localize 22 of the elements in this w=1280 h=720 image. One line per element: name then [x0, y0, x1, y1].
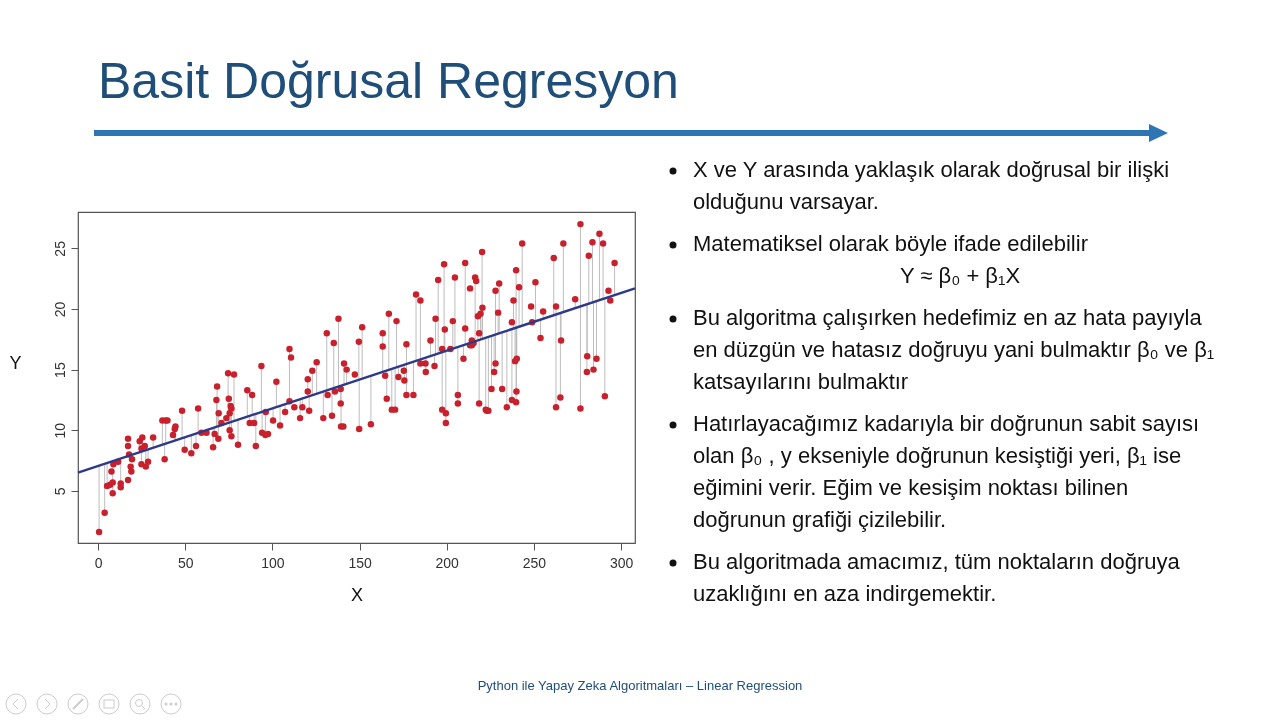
y-tick-label: 25 — [51, 240, 68, 257]
x-tick-label: 300 — [609, 554, 634, 571]
text: Bu algoritmada amacımız, tüm noktaların doğruya uzaklığını en aza indirgemektir. — [693, 549, 1180, 606]
x-tick-label: 200 — [435, 554, 460, 571]
x-tick-label: 250 — [522, 554, 547, 571]
text: X ve Y arasında yaklaşık olarak doğrusal bir ilişki olduğunu varsayar. — [693, 157, 1170, 214]
x-tick-label: 0 — [94, 554, 103, 571]
text: Y ≈ β₀ + β₁X — [899, 263, 1021, 288]
text: Python ile Yapay Zeka Algoritmaları – Linear Regression — [476, 678, 804, 693]
text: Bu algoritma çalışırken hedefimiz en az hata payıyla en düzgün ve hatasız doğruyu yani bulmaktır β₀ ve β₁ katsayılarını bulmaktır — [693, 305, 1215, 394]
y-tick-label: 10 — [51, 422, 68, 439]
x-tick-label: 100 — [261, 554, 285, 571]
y-tick-label: 20 — [51, 301, 68, 318]
text: Matematiksel olarak böyle ifade edilebilir — [693, 231, 1088, 256]
x-axis-title: X — [350, 584, 364, 605]
x-tick-label: 50 — [177, 554, 194, 571]
text: Hatırlayacağımız kadarıyla bir doğrunun sabit sayısı olan β₀ , y ekseniyle doğrunun kesiştiği yeri, β₁ ise eğimini verir. Eğim ve kesişim noktası bilinen doğrunun grafiği çizilebilir. — [693, 411, 1200, 532]
y-axis-title: Y — [9, 352, 22, 373]
y-tick-label: 15 — [51, 362, 68, 378]
y-tick-label: 5 — [51, 487, 68, 496]
chart-title: Basit Doğrusal Regresyon — [98, 52, 679, 110]
x-tick-label: 150 — [348, 554, 372, 571]
